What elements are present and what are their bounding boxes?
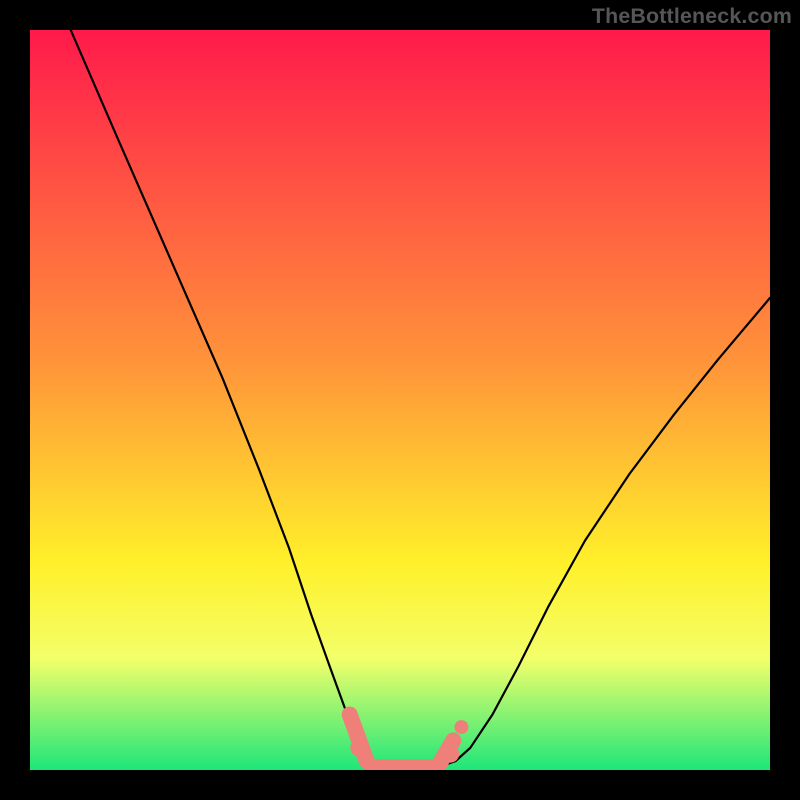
chart-frame: TheBottleneck.com <box>0 0 800 800</box>
plot-area <box>30 30 770 770</box>
marker-layer <box>30 30 770 770</box>
watermark-text: TheBottleneck.com <box>592 4 792 29</box>
